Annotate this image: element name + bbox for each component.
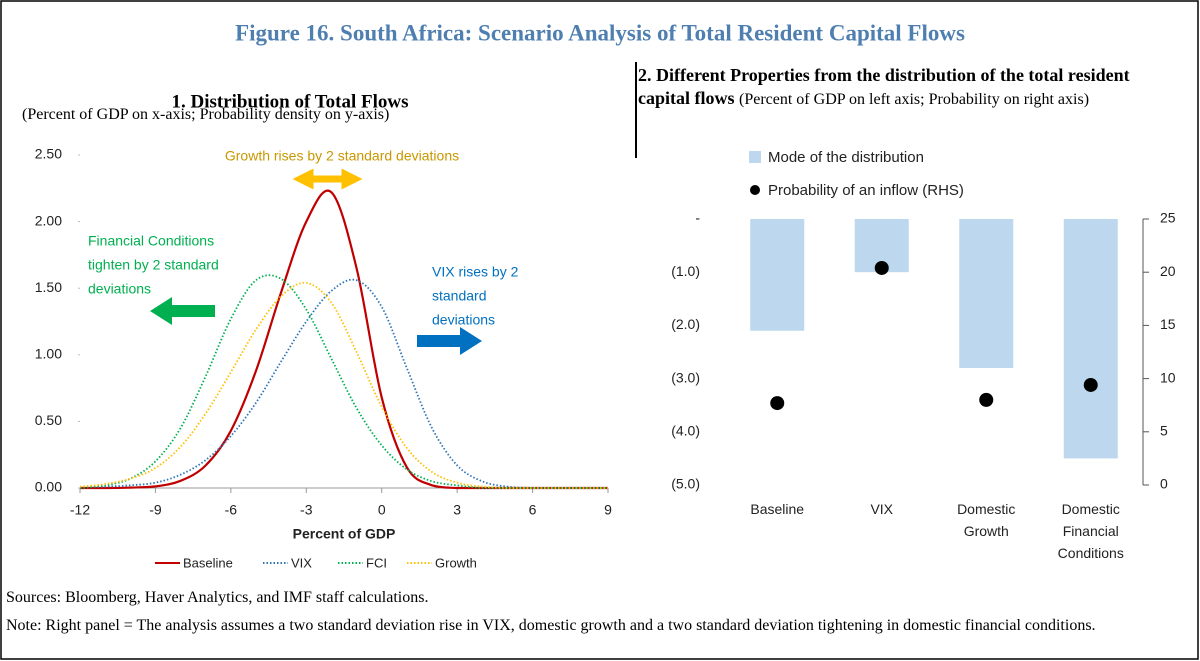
bar [750, 219, 805, 331]
x-axis-label: Percent of GDP [293, 526, 396, 542]
x-tick-label-line: Domestic [957, 501, 1015, 517]
panel-title-text: 2. Different Properties from the distrib… [638, 65, 1130, 108]
x-tick-label: 0 [378, 502, 386, 518]
x-tick-label: -3 [300, 502, 313, 518]
y-tick-label: 2.50 [35, 146, 62, 162]
annotation: standard [432, 288, 486, 304]
x-tick-label-line: Financial [1063, 523, 1119, 539]
series-line [79, 281, 608, 489]
legend-swatch [750, 185, 760, 195]
x-tick-label: VIX [870, 501, 893, 517]
point [979, 392, 994, 407]
x-tick-label: Domestic Growth [957, 501, 1015, 539]
figure-title: Figure 16. South Africa: Scenario Analys… [235, 20, 965, 45]
x-tick-label-line: VIX [870, 501, 893, 517]
y2-tick-label: 5 [1160, 423, 1168, 439]
arrow [417, 327, 482, 355]
y2-tick-label: 15 [1160, 316, 1176, 332]
y2-tick-label: 20 [1160, 263, 1176, 279]
note: Note: Right panel = The analysis assumes… [6, 617, 1096, 634]
y-tick-label: 1.50 [35, 279, 62, 295]
legend-label: VIX [291, 555, 312, 570]
panel-subtitle: (Percent of GDP on left axis; Probabilit… [739, 91, 1090, 108]
x-tick-label: Baseline [750, 501, 804, 517]
annotation: Growth rises by 2 standard deviations [225, 148, 459, 164]
bar [1063, 219, 1118, 459]
x-tick-label-line: Domestic [1062, 501, 1120, 517]
y-tick-label: (5.0) [671, 476, 700, 492]
annotation: deviations [432, 312, 495, 328]
x-tick-label: 3 [453, 502, 461, 518]
x-tick-label: 6 [529, 502, 537, 518]
legend-label: Growth [435, 555, 477, 570]
legend-label: Mode of the distribution [768, 149, 924, 166]
y2-tick-label: 10 [1160, 369, 1176, 385]
panel-title: 1. Distribution of Total Flows [171, 91, 408, 112]
x-tick-label: -6 [225, 502, 238, 518]
legend-label: Baseline [183, 555, 233, 570]
annotation: Financial Conditions [88, 233, 214, 249]
x-tick-label: -12 [70, 502, 90, 518]
x-tick-label-line: Conditions [1058, 545, 1124, 561]
y-tick-label: 0.00 [35, 479, 62, 495]
point [874, 260, 889, 275]
bar [959, 219, 1014, 368]
y2-tick-label: 25 [1160, 210, 1176, 226]
x-tick-label: 9 [604, 502, 612, 518]
y-tick-label: - [695, 210, 700, 226]
y-tick-label: 1.00 [35, 346, 62, 362]
series-line [79, 274, 608, 489]
legend-label: Probability of an inflow (RHS) [768, 182, 964, 199]
sources: Sources: Bloomberg, Haver Analytics, and… [6, 589, 429, 606]
point [770, 396, 785, 411]
panel-title: 2. Different Properties from the distrib… [638, 64, 1183, 111]
y-tick-label: 0.50 [35, 412, 62, 428]
annotation: tighten by 2 standard [88, 257, 219, 273]
x-tick-label: -9 [149, 502, 162, 518]
annotation: VIX rises by 2 [432, 264, 519, 280]
point [1083, 377, 1098, 392]
panel-subtitle: (Percent of GDP on x-axis; Probability d… [22, 106, 390, 123]
arrow [150, 297, 215, 325]
y-tick-label: (1.0) [671, 263, 700, 279]
series-line [79, 278, 608, 489]
x-tick-label-line: Growth [964, 523, 1009, 539]
y-tick-label: (4.0) [671, 423, 700, 439]
y-tick-label: (3.0) [671, 369, 700, 385]
legend-swatch [749, 151, 761, 163]
x-tick-label: Domestic Financial Conditions [1058, 501, 1124, 561]
annotation: deviations [88, 281, 151, 297]
x-tick-label-line: Baseline [750, 501, 804, 517]
y2-tick-label: 0 [1160, 476, 1168, 492]
legend-label: FCI [366, 555, 387, 570]
y-tick-label: (2.0) [671, 316, 700, 332]
y-tick-label: 2.00 [35, 212, 62, 228]
